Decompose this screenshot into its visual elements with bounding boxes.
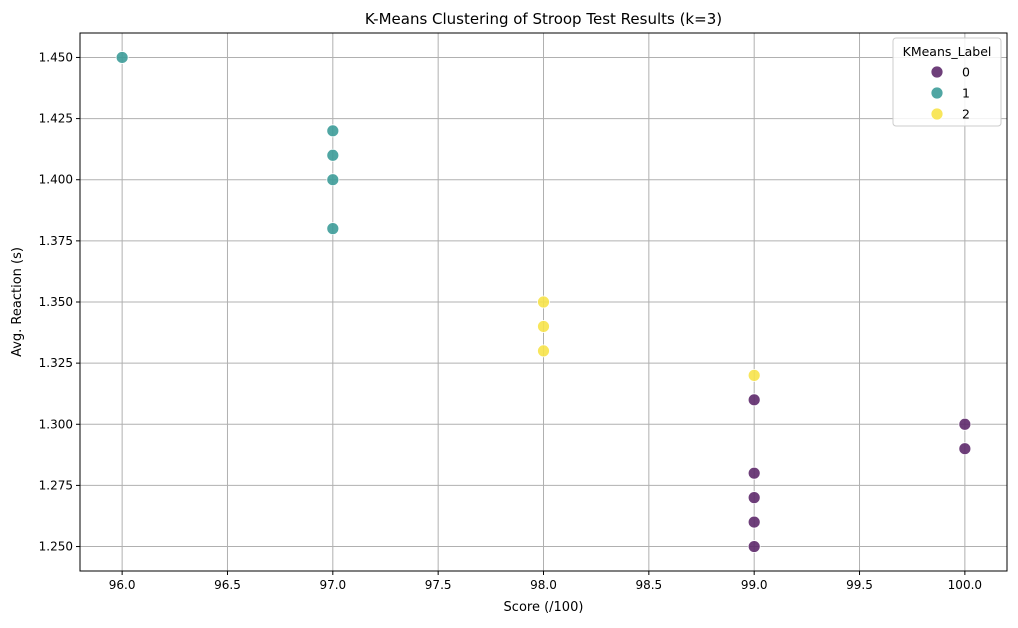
- x-tick-label: 97.0: [319, 578, 346, 592]
- data-point-cluster-1: [326, 124, 340, 138]
- legend-title: KMeans_Label: [903, 44, 992, 59]
- data-point-cluster-0: [747, 540, 761, 553]
- data-point-cluster-2: [537, 344, 550, 358]
- data-point-cluster-2: [747, 368, 761, 382]
- y-tick-label: 1.350: [39, 295, 73, 309]
- x-axis-ticks: 96.0 96.5 97.0 97.5 98.0 98.5 99.0 99.5 100.0: [109, 571, 982, 592]
- y-tick-label: 1.300: [39, 417, 73, 431]
- data-point-cluster-1: [326, 222, 340, 236]
- y-axis-ticks: 1.250 1.275 1.300 1.325 1.350 1.375 1.400 1.425…: [39, 50, 80, 554]
- x-tick-label: 97.5: [425, 578, 452, 592]
- data-point-cluster-0: [747, 393, 761, 407]
- x-tick-label: 98.0: [530, 578, 557, 592]
- y-axis-label: Avg. Reaction (s): [10, 247, 25, 357]
- x-tick-label: 96.0: [109, 578, 136, 592]
- data-point-cluster-2: [537, 295, 550, 309]
- data-point-cluster-0: [747, 515, 761, 529]
- x-tick-label: 96.5: [214, 578, 241, 592]
- x-axis-label: Score (/100): [504, 600, 584, 615]
- data-point-cluster-0: [958, 417, 972, 431]
- x-tick-label: 98.5: [635, 578, 662, 592]
- y-tick-label: 1.325: [39, 356, 73, 370]
- y-tick-label: 1.375: [39, 234, 73, 248]
- chart-title: K-Means Clustering of Stroop Test Result…: [365, 10, 722, 28]
- data-point-cluster-1: [115, 51, 129, 64]
- y-tick-label: 1.425: [39, 112, 73, 126]
- x-tick-label: 99.5: [846, 578, 873, 592]
- data-points: [115, 51, 972, 553]
- legend-marker-0: [930, 65, 944, 79]
- x-tick-label: 99.0: [741, 578, 768, 592]
- data-point-cluster-1: [326, 173, 340, 187]
- legend-label-0: 0: [962, 65, 970, 80]
- data-point-cluster-1: [326, 148, 340, 162]
- legend: KMeans_Label 0 1 2: [892, 37, 1002, 127]
- legend-marker-2: [930, 107, 944, 121]
- y-tick-label: 1.275: [39, 478, 73, 492]
- legend-marker-1: [930, 86, 944, 100]
- legend-label-1: 1: [962, 86, 970, 101]
- data-point-cluster-0: [958, 442, 972, 456]
- legend-entries: 0 1 2: [930, 65, 970, 122]
- y-tick-label: 1.450: [39, 50, 73, 64]
- data-point-cluster-0: [747, 491, 761, 505]
- y-tick-label: 1.400: [39, 173, 73, 187]
- y-tick-label: 1.250: [39, 540, 73, 554]
- legend-box: [892, 37, 1002, 127]
- x-tick-label: 100.0: [948, 578, 982, 592]
- legend-label-2: 2: [962, 107, 970, 122]
- data-point-cluster-2: [537, 320, 550, 333]
- data-point-cluster-0: [747, 466, 761, 480]
